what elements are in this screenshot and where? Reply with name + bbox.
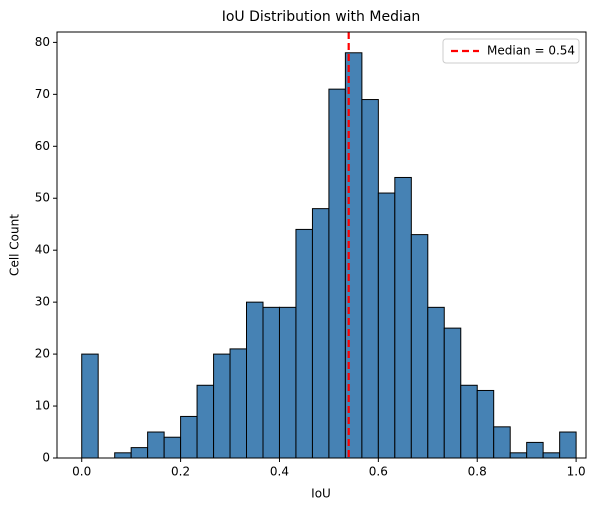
y-axis-label: Cell Count <box>8 214 22 276</box>
bar <box>81 353 99 459</box>
bar <box>130 447 149 459</box>
bar <box>460 384 478 459</box>
bar <box>559 431 577 459</box>
bar <box>493 426 511 459</box>
bar <box>147 431 165 459</box>
bar <box>163 436 182 459</box>
x-tick-label: 1.0 <box>567 465 586 479</box>
bar <box>377 192 396 459</box>
bar <box>213 353 231 459</box>
bar <box>114 452 132 459</box>
x-tick-label: 0.8 <box>468 465 487 479</box>
x-tick-label: 0.0 <box>72 465 91 479</box>
y-tick-label: 50 <box>35 191 50 205</box>
y-tick-label: 80 <box>35 35 50 49</box>
legend-box <box>442 38 580 64</box>
bar <box>394 176 412 459</box>
bar <box>509 452 528 459</box>
bar <box>180 415 198 459</box>
x-axis-label: IoU <box>311 487 331 501</box>
bar <box>361 99 379 459</box>
bar <box>476 389 495 459</box>
bar <box>246 301 264 459</box>
x-tick-label: 0.4 <box>270 465 289 479</box>
y-tick-label: 40 <box>35 243 50 257</box>
y-tick-label: 10 <box>35 399 50 413</box>
bar <box>278 306 297 459</box>
bar <box>196 384 215 459</box>
bar <box>262 306 280 459</box>
bar <box>410 234 429 459</box>
bar <box>311 208 330 459</box>
y-tick-label: 70 <box>35 87 50 101</box>
chart-title: IoU Distribution with Median <box>222 9 421 25</box>
y-tick-label: 30 <box>35 295 50 309</box>
x-tick-label: 0.6 <box>369 465 388 479</box>
y-tick-label: 60 <box>35 139 50 153</box>
bar <box>542 452 561 459</box>
x-tick-label: 0.2 <box>171 465 190 479</box>
legend-label: Median = 0.54 <box>487 44 575 58</box>
bar <box>427 306 445 459</box>
bar <box>328 88 346 459</box>
bar <box>229 348 248 459</box>
y-tick-label: 20 <box>35 347 50 361</box>
bar <box>295 228 313 459</box>
bar <box>443 327 462 459</box>
y-tick-label: 0 <box>42 451 50 465</box>
axes-frame <box>56 31 587 459</box>
bar <box>526 441 544 459</box>
